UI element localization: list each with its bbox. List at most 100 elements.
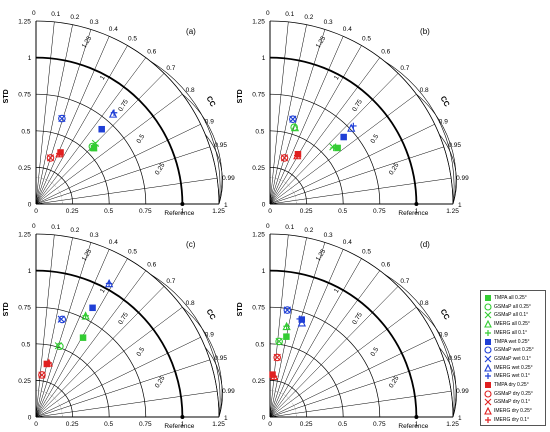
- crmsd-label: 1: [333, 74, 341, 81]
- cc-tick-label: 0.4: [343, 26, 352, 33]
- crmsd-arc: [343, 249, 454, 418]
- taylor-panel-c: 0.250.50.7511.2500.10.20.30.40.50.60.70.…: [3, 223, 235, 430]
- std-tick-label: 0.25: [252, 378, 265, 385]
- data-point: [294, 152, 301, 159]
- cc-tick-label: 0: [266, 10, 270, 17]
- data-point: [280, 154, 289, 162]
- std-tick-label: 0.5: [21, 128, 30, 135]
- data-point: [79, 334, 87, 341]
- panel-label: (a): [186, 27, 196, 36]
- y-axis-label: STD: [3, 89, 10, 103]
- crmsd-label: 0.25: [154, 162, 167, 177]
- cc-tick-label: 0.95: [214, 355, 227, 362]
- legend-marker: [484, 303, 492, 311]
- cc-tick-label: 0: [266, 223, 270, 230]
- std-tick-label: 1.25: [252, 19, 265, 26]
- cc-radial-line: [35, 242, 92, 418]
- reference-label: Reference: [164, 423, 194, 430]
- crmsd-arc: [439, 347, 457, 418]
- std-bottom-tick-label: 1.25: [446, 421, 459, 428]
- legend-marker-icon: [485, 373, 491, 380]
- legend-label: GSMaP all 0.1°: [494, 312, 529, 319]
- cc-radial-line: [269, 73, 399, 205]
- cc-tick-label: 0.1: [51, 224, 60, 231]
- std-tick-label: 1.25: [18, 232, 31, 239]
- legend-marker: [485, 295, 491, 301]
- std-tick-label: 1: [262, 268, 266, 275]
- reference-point: [180, 415, 185, 419]
- legend-marker-icon: [484, 303, 492, 311]
- data-point: [58, 315, 67, 324]
- cc-radial-line: [269, 146, 444, 205]
- cc-tick-label: 0.4: [343, 239, 352, 246]
- cc-radial-line: [269, 93, 417, 205]
- cc-tick-label: 0.99: [456, 388, 469, 395]
- reference-label: Reference: [164, 210, 194, 217]
- std-arc: [35, 233, 220, 418]
- legend-label: IMERG all 0.1°: [494, 329, 528, 336]
- legend-marker-icon: [485, 416, 491, 423]
- std-arc: [269, 93, 381, 205]
- cc-radial-line: [35, 146, 210, 205]
- legend-marker-icon: [485, 295, 491, 301]
- std-tick-label: 0.5: [255, 341, 264, 348]
- std-arc: [35, 20, 220, 205]
- cc-tick-label: 0.1: [285, 11, 294, 18]
- crmsd-arc: [109, 36, 220, 205]
- std-bottom-tick-label: 1.25: [446, 208, 459, 215]
- std-bottom-tick-label: 0.5: [338, 208, 347, 215]
- data-point: [273, 353, 281, 362]
- cc-radial-line: [35, 45, 128, 205]
- data-point: [289, 115, 297, 123]
- crmsd-label: 1: [99, 74, 107, 81]
- data-point: [350, 122, 357, 130]
- cc-tick-label: 0.1: [51, 11, 60, 18]
- data-point: [56, 150, 63, 157]
- legend: TMPA all 0.25° GSMaP all 0.25° GSMaP all 0…: [480, 290, 546, 426]
- std-bottom-tick-label: 0.5: [104, 208, 113, 215]
- cc-radial-line: [35, 307, 183, 418]
- std-bottom-tick-label: 0: [34, 208, 38, 215]
- cc-radial-line: [269, 57, 380, 205]
- inner-dotted-arc: [269, 177, 297, 205]
- legend-marker: [485, 382, 491, 388]
- std-tick-label: 1: [262, 55, 266, 62]
- legend-label: IMERG dry 0.25°: [494, 408, 532, 415]
- cc-radial-line: [269, 249, 344, 418]
- cc-radial-line: [35, 73, 165, 205]
- taylor-panel-b: 0.250.50.7511.2500.10.20.30.40.50.60.70.…: [237, 10, 469, 217]
- std-arc: [35, 167, 73, 205]
- crmsd-label: 0.5: [136, 346, 147, 358]
- legend-marker: [485, 338, 491, 345]
- y-axis-label: STD: [237, 89, 244, 103]
- std-tick-label: 0: [262, 202, 266, 209]
- cc-tick-label: 0.8: [186, 300, 195, 307]
- legend-marker: [485, 373, 491, 380]
- legend-marker-icon: [484, 390, 492, 398]
- std-bottom-tick-label: 1: [181, 421, 185, 428]
- std-bottom-tick-label: 0.5: [104, 421, 113, 428]
- crmsd-arc: [182, 93, 223, 205]
- legend-marker-icon: [484, 312, 492, 319]
- cc-radial-line: [269, 270, 380, 418]
- crmsd-label: 1: [333, 287, 341, 294]
- cc-axis-label: CC: [438, 307, 452, 321]
- cc-tick-label: 0.2: [304, 227, 313, 234]
- cc-tick-label: 0.99: [222, 175, 235, 182]
- cc-tick-label: 0.95: [448, 355, 461, 362]
- data-point: [57, 315, 65, 323]
- data-point: [45, 359, 53, 367]
- crmsd-arc: [343, 36, 454, 205]
- cc-tick-label: 1: [458, 202, 462, 209]
- std-tick-label: 0.5: [21, 341, 30, 348]
- cc-tick-label: 0: [32, 10, 36, 17]
- std-bottom-tick-label: 0.25: [66, 208, 79, 215]
- legend-marker-icon: [484, 363, 492, 372]
- legend-marker: [484, 320, 492, 328]
- cc-tick-label: 0.9: [205, 118, 214, 125]
- reference-point: [414, 415, 419, 419]
- data-point: [46, 154, 55, 162]
- panel-label: (b): [420, 27, 430, 36]
- std-arc: [269, 20, 454, 205]
